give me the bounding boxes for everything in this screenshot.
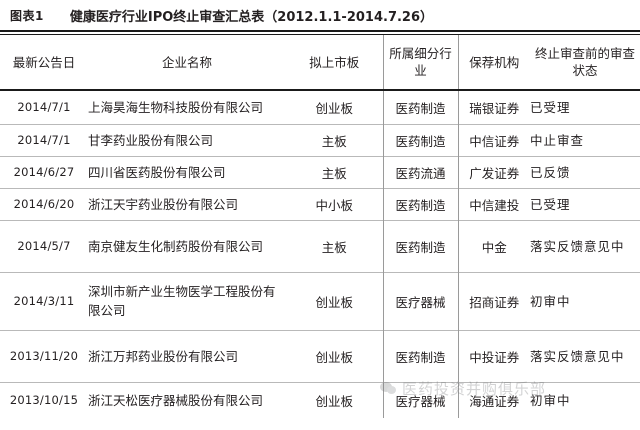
table-row: 2014/7/1 上海昊海生物科技股份有限公司 创业板 医药制造 瑞银证券 已受理 — [0, 90, 640, 124]
cell-review-status: 落实反馈意见中 — [530, 348, 625, 364]
cell-announce-date: 2014/7/1 — [17, 133, 71, 147]
cell-sector: 医药制造 — [382, 220, 458, 272]
cell-announce-date: 2013/10/15 — [9, 393, 79, 408]
column-header-sector: 所属细分行业 — [382, 35, 458, 91]
figure-number: 图表1 — [10, 8, 44, 23]
cell-listing-board: 主板 — [321, 165, 347, 181]
cell-review-status: 已反馈 — [530, 164, 571, 180]
cell-announce-date: 2014/6/20 — [13, 197, 75, 211]
cell-sponsor: 中信证券 — [457, 124, 530, 156]
cell-announce-date: 2013/11/20 — [9, 349, 79, 363]
cell-listing-board: 创业板 — [315, 393, 353, 409]
cell-listing-board: 创业板 — [315, 100, 353, 116]
column-header-review-status: 终止审查前的审查状态 — [530, 35, 640, 91]
cell-review-status: 中止审查 — [530, 132, 585, 148]
cell-sponsor: 广发证券 — [457, 156, 530, 188]
cell-announce-date: 2014/7/1 — [17, 100, 71, 115]
cell-sector: 医药流通 — [382, 156, 458, 188]
table-header-row: 最新公告日 企业名称 拟上市板 所属细分行业 保荐机构 终止审查前的审查状态 — [0, 35, 640, 91]
caption-divider — [0, 30, 640, 35]
cell-listing-board: 主板 — [321, 239, 347, 255]
cell-listing-board: 中小板 — [315, 197, 353, 213]
cell-announce-date: 2014/3/11 — [13, 294, 75, 308]
cell-company-name: 深圳市新产业生物医学工程股份有限公司 — [88, 284, 276, 318]
cell-sector: 医疗器械 — [382, 382, 458, 418]
cell-sector: 医药制造 — [382, 124, 458, 156]
cell-announce-date: 2014/6/27 — [13, 165, 75, 179]
cell-sponsor: 海通证券 — [457, 382, 530, 418]
cell-review-status: 已受理 — [530, 99, 571, 115]
cell-listing-board: 主板 — [321, 133, 347, 149]
figure-title: 健康医疗行业IPO终止审查汇总表（2012.1.1-2014.7.26） — [69, 9, 434, 25]
ipo-termination-table: 最新公告日 企业名称 拟上市板 所属细分行业 保荐机构 终止审查前的审查状态 2… — [0, 35, 640, 418]
table-row: 2014/3/11 深圳市新产业生物医学工程股份有限公司 创业板 医疗器械 招商证券 初审… — [0, 272, 640, 330]
cell-listing-board: 创业板 — [315, 349, 353, 365]
cell-listing-board: 创业板 — [315, 294, 353, 310]
cell-sponsor: 中信建投 — [457, 188, 530, 220]
cell-sector: 医药制造 — [382, 188, 458, 220]
table-row: 2014/5/7 南京健友生化制药股份有限公司 主板 医药制造 中金 落实反馈意见中 — [0, 220, 640, 272]
cell-sponsor: 中金 — [457, 220, 530, 272]
cell-company-name: 上海昊海生物科技股份有限公司 — [88, 99, 264, 115]
column-header-listing-board: 拟上市板 — [286, 35, 383, 91]
column-header-announce-date: 最新公告日 — [0, 35, 88, 91]
cell-review-status: 已受理 — [530, 196, 571, 212]
table-row: 2014/7/1 甘李药业股份有限公司 主板 医药制造 中信证券 中止审查 — [0, 124, 640, 156]
cell-company-name: 浙江万邦药业股份有限公司 — [88, 348, 239, 364]
table-row: 2013/10/15 浙江天松医疗器械股份有限公司 创业板 医疗器械 海通证券 初审中 — [0, 382, 640, 418]
cell-company-name: 南京健友生化制药股份有限公司 — [88, 238, 264, 254]
table-row: 2014/6/27 四川省医药股份有限公司 主板 医药流通 广发证券 已反馈 — [0, 156, 640, 188]
cell-company-name: 四川省医药股份有限公司 — [88, 164, 226, 180]
column-header-company-name: 企业名称 — [88, 35, 286, 91]
cell-company-name: 浙江天宇药业股份有限公司 — [88, 196, 239, 212]
cell-review-status: 初审中 — [530, 392, 571, 408]
table-body: 2014/7/1 上海昊海生物科技股份有限公司 创业板 医药制造 瑞银证券 已受理 2014… — [0, 90, 640, 418]
table-row: 2014/6/20 浙江天宇药业股份有限公司 中小板 医药制造 中信建投 已受理 — [0, 188, 640, 220]
cell-sector: 医疗器械 — [382, 272, 458, 330]
cell-review-status: 初审中 — [530, 293, 571, 309]
table-row: 2013/11/20 浙江万邦药业股份有限公司 创业板 医药制造 中投证券 落实反馈意见中 — [0, 330, 640, 382]
cell-sponsor: 瑞银证券 — [457, 90, 530, 124]
cell-company-name: 甘李药业股份有限公司 — [88, 132, 214, 148]
column-header-sponsor: 保荐机构 — [457, 35, 530, 91]
cell-review-status: 落实反馈意见中 — [530, 238, 625, 254]
cell-company-name: 浙江天松医疗器械股份有限公司 — [88, 392, 264, 408]
cell-announce-date: 2014/5/7 — [17, 239, 71, 253]
cell-sponsor: 中投证券 — [457, 330, 530, 382]
cell-sponsor: 招商证券 — [457, 272, 530, 330]
cell-sector: 医药制造 — [382, 90, 458, 124]
cell-sector: 医药制造 — [382, 330, 458, 382]
figure-caption: 图表1 健康医疗行业IPO终止审查汇总表（2012.1.1-2014.7.26） — [0, 0, 640, 30]
